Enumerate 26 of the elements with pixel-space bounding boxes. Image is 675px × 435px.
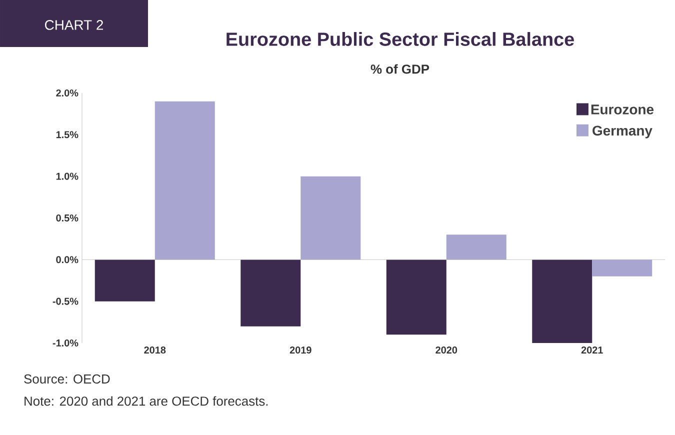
legend-label: Germany [592, 126, 652, 138]
x-tick-label: 2019 [290, 346, 312, 354]
x-tick-label: 2021 [581, 346, 603, 354]
chart-title: Eurozone Public Sector Fiscal Balance [226, 32, 574, 46]
chart-subtitle: % of GDP [370, 64, 430, 74]
bar [446, 234, 506, 260]
bar [240, 260, 301, 326]
y-tick-label: -1.0% [52, 339, 78, 347]
source-note: Source: OECD [24, 374, 110, 384]
bar [532, 260, 592, 343]
bar [154, 101, 215, 260]
y-tick-label: 0.0% [56, 256, 78, 264]
bar [94, 260, 155, 302]
text: Note: 2020 and 2021 are OECD forecasts. [24, 396, 268, 406]
caption: CHART 2 [45, 20, 104, 30]
bar [386, 260, 446, 335]
y-tick-label: 0.5% [56, 214, 78, 222]
bar [592, 260, 652, 276]
legend-label: Eurozone [591, 104, 654, 114]
y-tick-label: -0.5% [52, 298, 78, 305]
y-tick-label: 2.0% [56, 89, 78, 97]
bar [300, 176, 361, 260]
y-tick-label: 1.5% [56, 131, 78, 138]
y-tick-label: 1.0% [56, 172, 78, 180]
x-tick-label: 2020 [436, 346, 458, 354]
x-tick-label: 2018 [144, 346, 166, 354]
